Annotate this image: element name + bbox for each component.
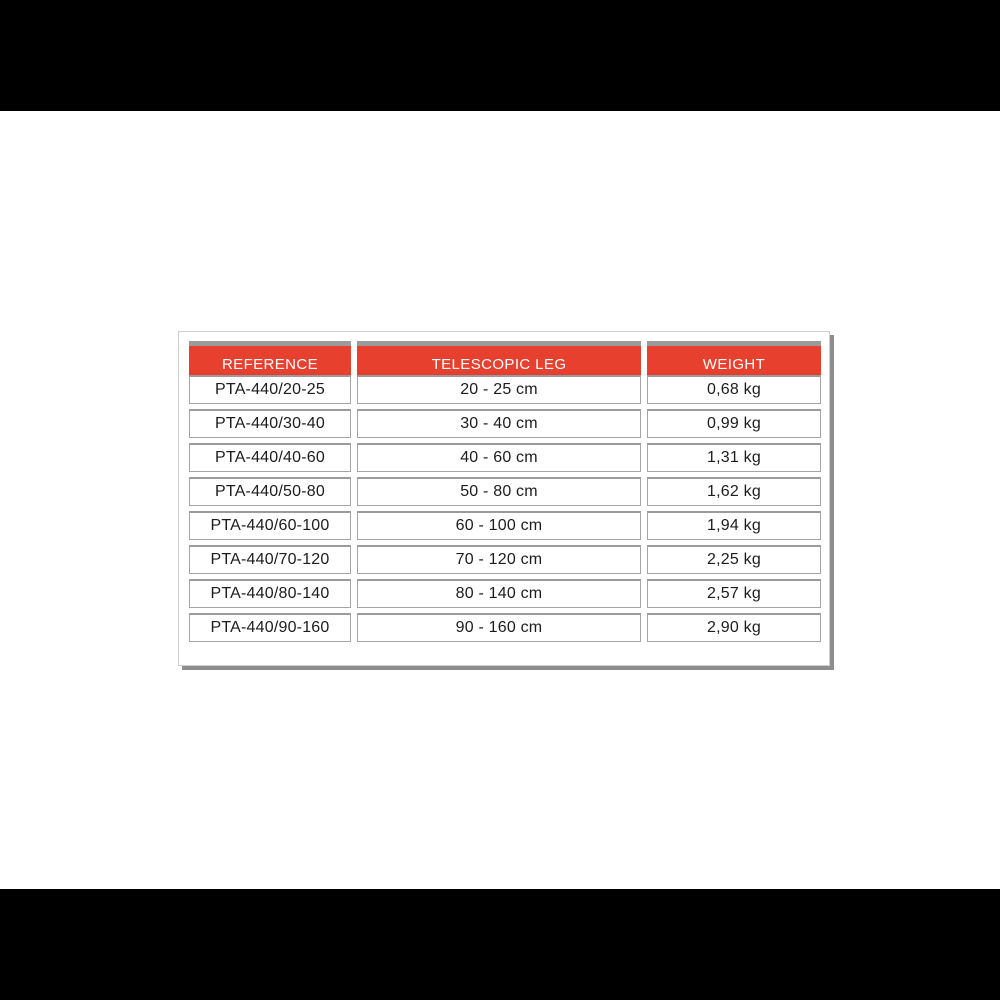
cell-weight-row-4: 1,94 kg <box>647 511 821 540</box>
cell-weight-row-0: 0,68 kg <box>647 375 821 404</box>
cell-reference-row-2: PTA-440/40-60 <box>189 443 351 472</box>
cell-weight-row-2: 1,31 kg <box>647 443 821 472</box>
letterbox-bar-top <box>0 0 1000 111</box>
cell-telescopic-leg-row-1: 30 - 40 cm <box>357 409 641 438</box>
cell-weight-row-6: 2,57 kg <box>647 579 821 608</box>
cell-reference-row-0: PTA-440/20-25 <box>189 375 351 404</box>
cell-weight-row-5: 2,25 kg <box>647 545 821 574</box>
cell-weight-row-1: 0,99 kg <box>647 409 821 438</box>
cell-telescopic-leg-row-7: 90 - 160 cm <box>357 613 641 642</box>
cell-telescopic-leg-row-5: 70 - 120 cm <box>357 545 641 574</box>
cell-reference-row-6: PTA-440/80-140 <box>189 579 351 608</box>
letterbox-bar-bottom <box>0 889 1000 1000</box>
cell-telescopic-leg-row-4: 60 - 100 cm <box>357 511 641 540</box>
cell-telescopic-leg-row-2: 40 - 60 cm <box>357 443 641 472</box>
cell-reference-row-3: PTA-440/50-80 <box>189 477 351 506</box>
cell-telescopic-leg-row-0: 20 - 25 cm <box>357 375 641 404</box>
cell-weight-row-3: 1,62 kg <box>647 477 821 506</box>
cell-telescopic-leg-row-6: 80 - 140 cm <box>357 579 641 608</box>
spec-table-panel: REFERENCE TELESCOPIC LEG WEIGHT PTA-440/20-… <box>178 331 830 666</box>
cell-weight-row-7: 2,90 kg <box>647 613 821 642</box>
cell-reference-row-1: PTA-440/30-40 <box>189 409 351 438</box>
cell-telescopic-leg-row-3: 50 - 80 cm <box>357 477 641 506</box>
cell-reference-row-7: PTA-440/90-160 <box>189 613 351 642</box>
spec-table: REFERENCE TELESCOPIC LEG WEIGHT PTA-440/20-… <box>189 341 821 642</box>
cell-reference-row-4: PTA-440/60-100 <box>189 511 351 540</box>
cell-reference-row-5: PTA-440/70-120 <box>189 545 351 574</box>
